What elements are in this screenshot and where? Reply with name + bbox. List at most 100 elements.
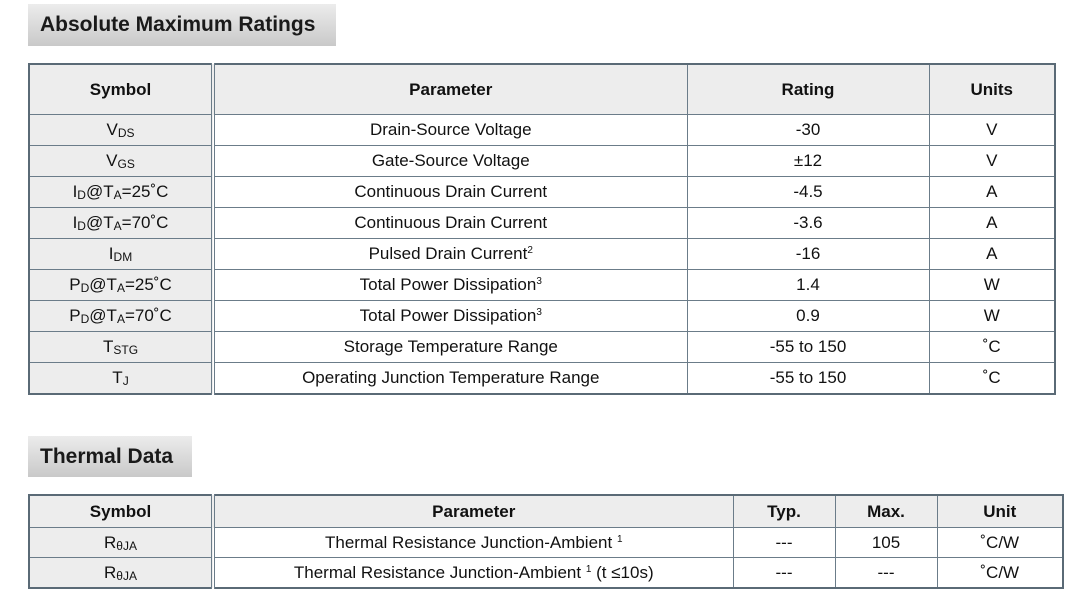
- symbol-main: I: [72, 213, 78, 232]
- unit-cell: ˚C/W: [936, 557, 1064, 589]
- symbol-condition-subscript: A: [116, 312, 125, 326]
- symbol-main: I: [72, 182, 78, 201]
- abs-max-title: Absolute Maximum Ratings: [28, 4, 336, 46]
- symbol-subscript: J: [122, 374, 129, 388]
- parameter-condition: (t ≤10s): [591, 562, 654, 582]
- table-row: IDM Pulsed Drain Current2 -16 A: [28, 238, 1056, 270]
- symbol-condition: @T: [89, 306, 117, 325]
- footnote-ref: 2: [527, 245, 533, 256]
- symbol-main: R: [104, 562, 117, 582]
- parameter-cell: Thermal Resistance Junction-Ambient 1 (t…: [212, 557, 734, 589]
- symbol-subscript: D: [80, 281, 90, 295]
- parameter-cell: Gate-Source Voltage: [212, 145, 688, 177]
- symbol-main: T: [112, 368, 123, 387]
- symbol-condition-value: =25˚C: [124, 275, 172, 294]
- parameter-text: Pulsed Drain Current: [368, 244, 528, 263]
- rating-cell: -3.6: [686, 207, 930, 239]
- table-row: TSTG Storage Temperature Range -55 to 150 ˚…: [28, 331, 1056, 363]
- table-row: TJ Operating Junction Temperature Range -5…: [28, 362, 1056, 395]
- col-header-symbol: Symbol: [28, 63, 215, 115]
- parameter-text: Total Power Dissipation: [359, 306, 537, 325]
- symbol-condition-value: =70˚C: [124, 306, 172, 325]
- typ-cell: ---: [732, 557, 836, 589]
- parameter-text: Continuous Drain Current: [354, 182, 548, 201]
- parameter-text: Thermal Resistance Junction-Ambient: [324, 532, 617, 552]
- parameter-cell: Thermal Resistance Junction-Ambient 1: [212, 527, 734, 558]
- unit-cell: A: [928, 207, 1056, 239]
- rating-cell: -55 to 150: [686, 362, 930, 395]
- symbol-cell: PD@TA=25˚C: [28, 269, 215, 301]
- symbol-cell: ID@TA=25˚C: [28, 176, 215, 208]
- rating-cell: ±12: [686, 145, 930, 177]
- abs-max-table: Symbol Parameter Rating Units VDS Drain-S…: [28, 63, 1056, 395]
- col-header-max: Max.: [834, 494, 938, 528]
- symbol-condition-subscript: A: [113, 188, 122, 202]
- thermal-data-table: Symbol Parameter Typ. Max. Unit RθJA Ther…: [28, 494, 1064, 589]
- parameter-cell: Pulsed Drain Current2: [212, 238, 688, 270]
- parameter-text: Operating Junction Temperature Range: [302, 368, 600, 387]
- typ-cell: ---: [732, 527, 836, 558]
- col-header-unit: Unit: [936, 494, 1064, 528]
- table-row: RθJA Thermal Resistance Junction-Ambient …: [28, 527, 1064, 558]
- col-header-units: Units: [928, 63, 1056, 115]
- symbol-main: I: [108, 244, 114, 263]
- table-row: RθJA Thermal Resistance Junction-Ambient …: [28, 557, 1064, 589]
- symbol-subscript: D: [77, 219, 86, 233]
- rating-cell: -16: [686, 238, 930, 270]
- parameter-cell: Drain-Source Voltage: [212, 114, 688, 146]
- table-header-row: Symbol Parameter Rating Units: [28, 63, 1056, 115]
- symbol-condition-value: =25˚C: [121, 182, 169, 201]
- symbol-condition: @T: [85, 182, 114, 201]
- table-row: PD@TA=25˚C Total Power Dissipation3 1.4 W: [28, 269, 1056, 301]
- unit-cell: ˚C: [928, 362, 1056, 395]
- symbol-main: P: [69, 306, 81, 325]
- symbol-condition-subscript: A: [116, 281, 125, 295]
- rating-cell: 1.4: [686, 269, 930, 301]
- parameter-cell: Storage Temperature Range: [212, 331, 688, 363]
- footnote-ref: 3: [536, 276, 542, 287]
- thermal-data-title: Thermal Data: [28, 436, 192, 477]
- unit-cell: W: [928, 269, 1056, 301]
- table-row: ID@TA=25˚C Continuous Drain Current -4.5 A: [28, 176, 1056, 208]
- rating-cell: -30: [686, 114, 930, 146]
- parameter-cell: Total Power Dissipation3: [212, 269, 688, 301]
- parameter-text: Total Power Dissipation: [359, 275, 537, 294]
- symbol-subscript: D: [77, 188, 86, 202]
- symbol-cell: VDS: [28, 114, 215, 146]
- unit-cell: A: [928, 176, 1056, 208]
- symbol-cell: RθJA: [28, 527, 215, 558]
- symbol-cell: VGS: [28, 145, 215, 177]
- unit-cell: V: [928, 114, 1056, 146]
- max-cell: 105: [834, 527, 938, 558]
- symbol-cell: ID@TA=70˚C: [28, 207, 215, 239]
- parameter-text: Gate-Source Voltage: [371, 151, 530, 170]
- symbol-cell: RθJA: [28, 557, 215, 589]
- unit-cell: ˚C/W: [936, 527, 1064, 558]
- symbol-subscript: D: [80, 312, 90, 326]
- table-row: ID@TA=70˚C Continuous Drain Current -3.6 A: [28, 207, 1056, 239]
- unit-cell: W: [928, 300, 1056, 332]
- col-header-parameter: Parameter: [212, 494, 734, 528]
- symbol-condition-subscript: A: [113, 219, 122, 233]
- symbol-main: T: [102, 337, 114, 356]
- symbol-subscript: STG: [113, 343, 139, 357]
- parameter-text: Thermal Resistance Junction-Ambient: [293, 562, 586, 582]
- parameter-cell: Total Power Dissipation3: [212, 300, 688, 332]
- footnote-ref: 1: [616, 533, 623, 545]
- symbol-cell: PD@TA=70˚C: [28, 300, 215, 332]
- col-header-symbol: Symbol: [28, 494, 215, 528]
- table-row: VDS Drain-Source Voltage -30 V: [28, 114, 1056, 146]
- symbol-condition-value: =70˚C: [121, 213, 169, 232]
- symbol-main: V: [106, 120, 118, 139]
- unit-cell: ˚C: [928, 331, 1056, 363]
- symbol-cell: IDM: [28, 238, 215, 270]
- symbol-cell: TJ: [28, 362, 215, 395]
- footnote-ref: 1: [585, 563, 592, 575]
- parameter-text: Storage Temperature Range: [343, 337, 558, 356]
- col-header-parameter: Parameter: [212, 63, 688, 115]
- rating-cell: -55 to 150: [686, 331, 930, 363]
- unit-cell: A: [928, 238, 1056, 270]
- col-header-rating: Rating: [686, 63, 930, 115]
- symbol-cell: TSTG: [28, 331, 215, 363]
- rating-cell: -4.5: [686, 176, 930, 208]
